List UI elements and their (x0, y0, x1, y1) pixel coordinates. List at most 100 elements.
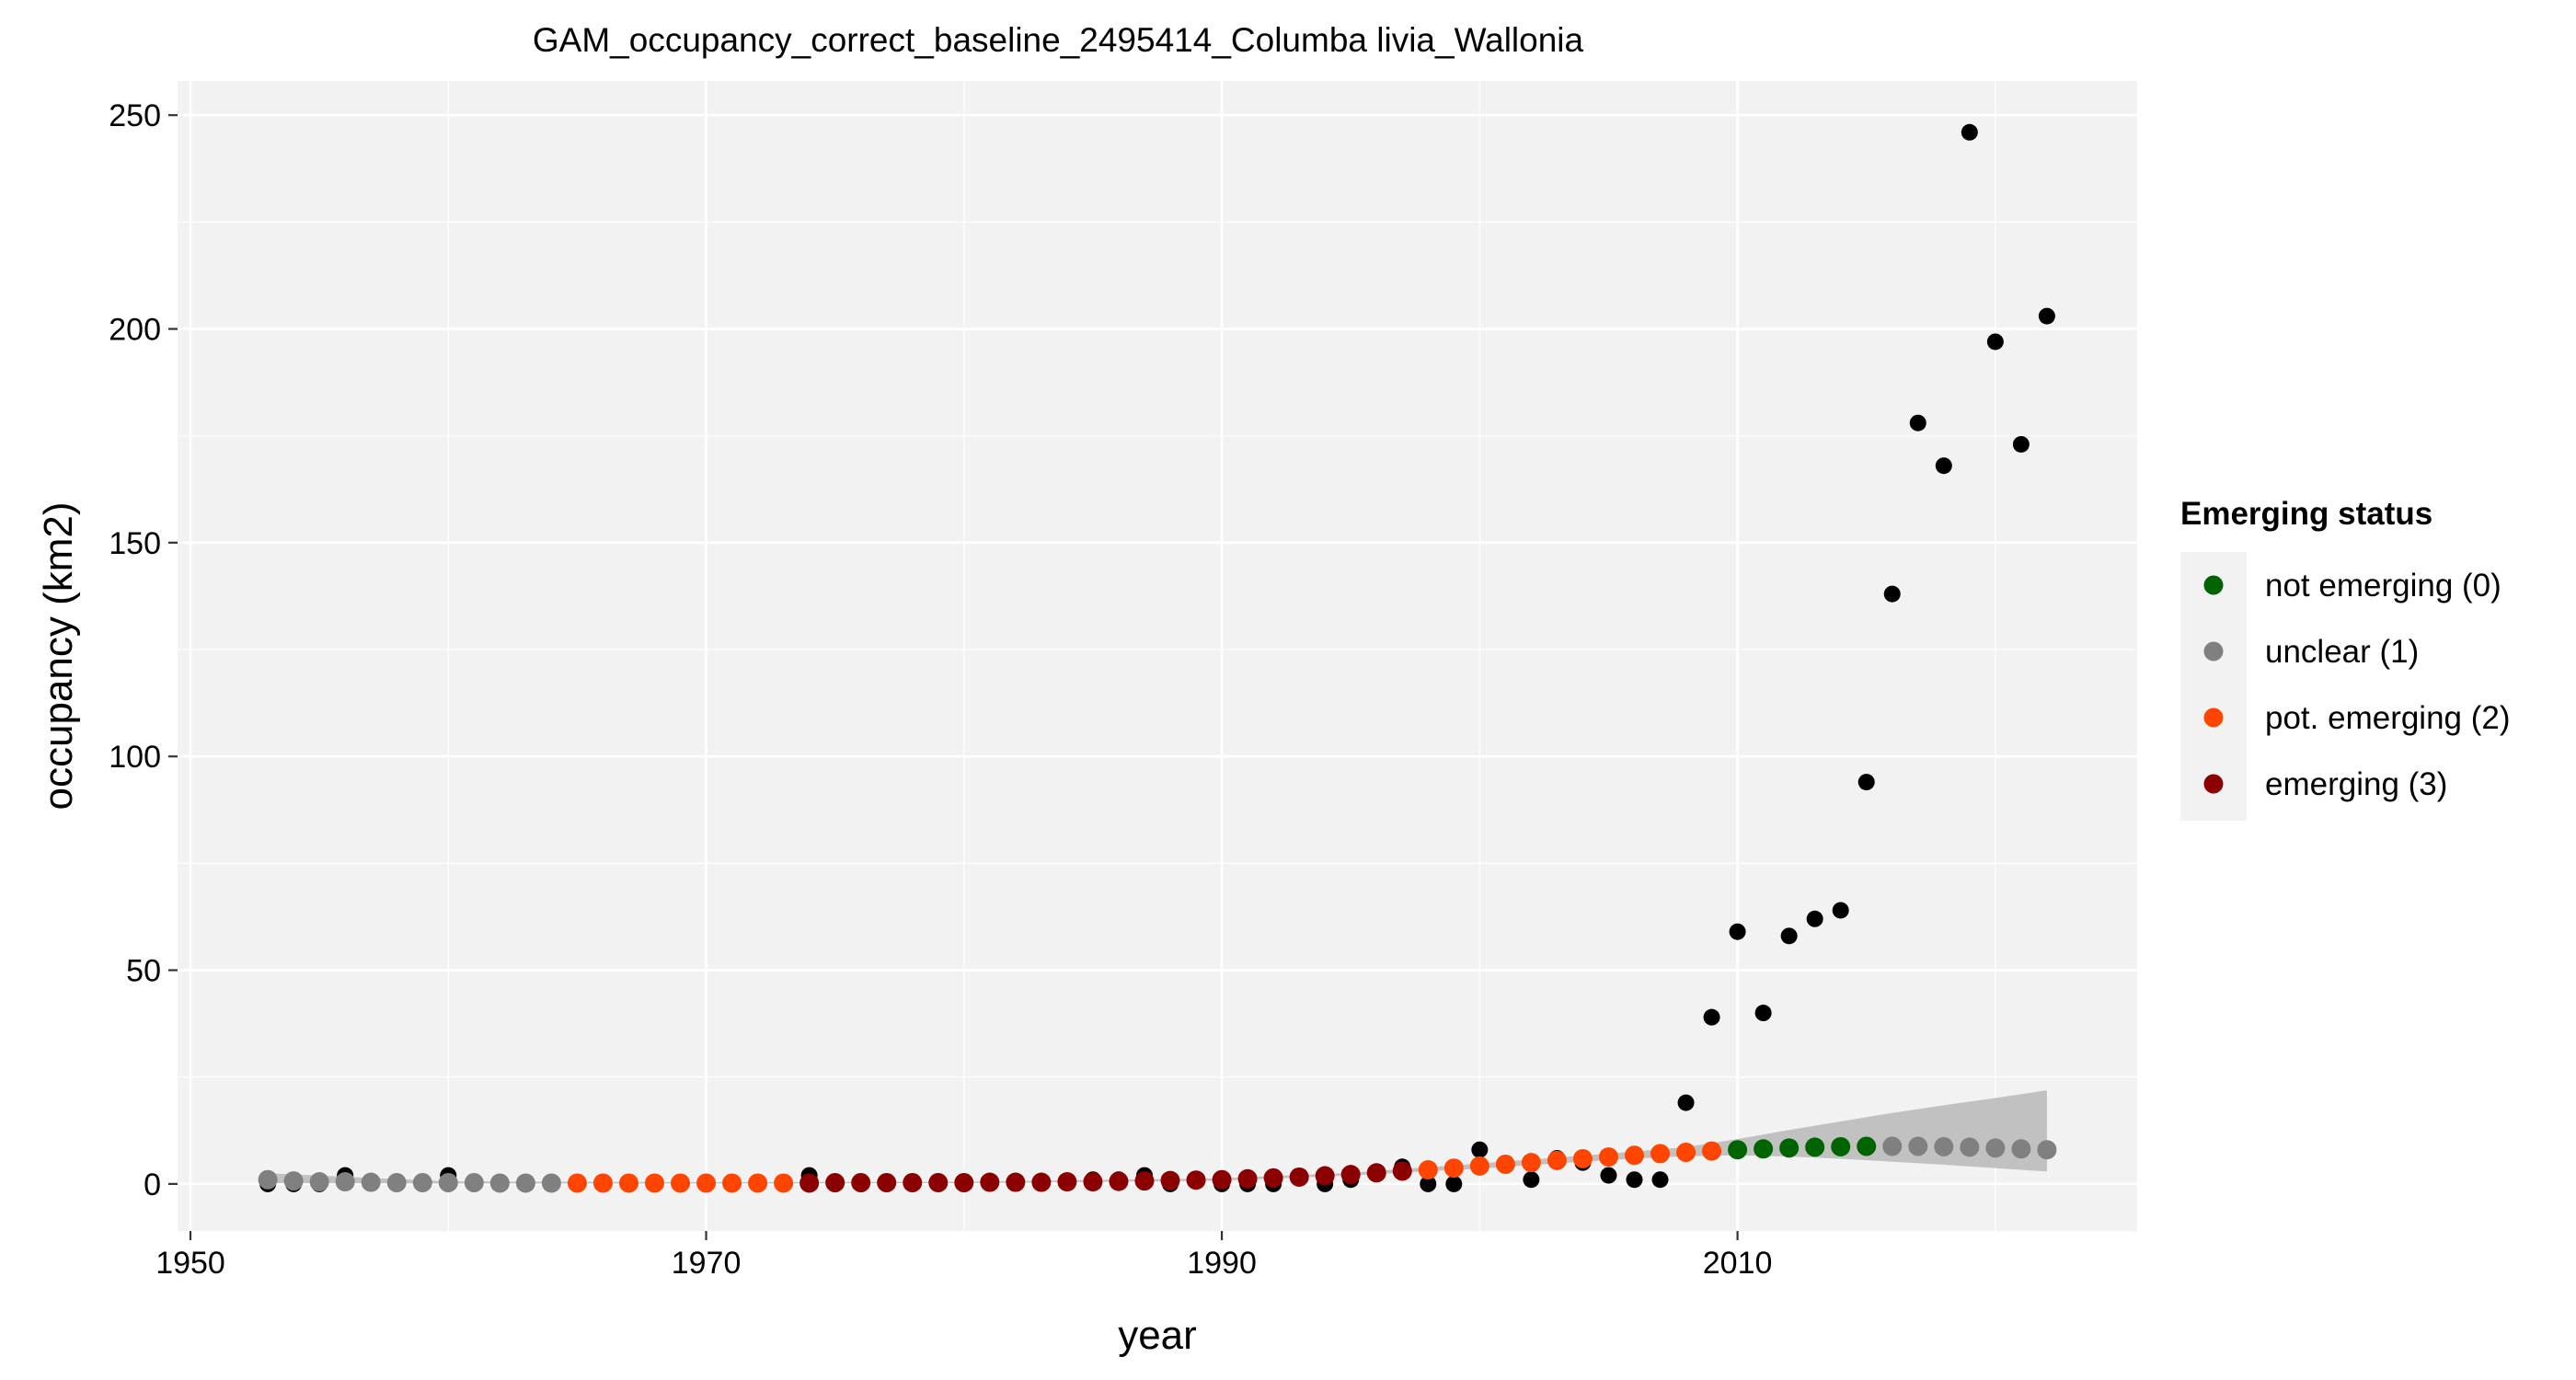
legend-label: emerging (3) (2265, 766, 2447, 802)
fitted-point (1624, 1145, 1644, 1166)
observed-point (1651, 1171, 1669, 1189)
x-tick-label: 2010 (1703, 1246, 1773, 1281)
fitted-point (980, 1172, 1000, 1192)
observed-point (1780, 927, 1798, 945)
observed-point (1832, 902, 1849, 919)
fitted-point (438, 1172, 458, 1192)
observed-point (1986, 333, 2004, 351)
fitted-point (1857, 1136, 1877, 1156)
observed-point (1420, 1175, 1437, 1192)
fitted-point (1805, 1137, 1825, 1157)
fitted-point (799, 1173, 820, 1193)
observed-point (1626, 1171, 1643, 1189)
fitted-point (1572, 1148, 1593, 1168)
x-tick-label: 1970 (672, 1246, 742, 1281)
fitted-point (1469, 1156, 1489, 1176)
fitted-point (2011, 1139, 2031, 1159)
fitted-point (1985, 1138, 2006, 1158)
fitted-point (928, 1172, 949, 1192)
fitted-point (1366, 1163, 1386, 1183)
y-tick-label: 250 (109, 98, 161, 133)
y-axis: 0 50 100 150 200 250 (109, 98, 178, 1202)
legend-key (2203, 641, 2224, 661)
legend-label: pot. emerging (2) (2265, 700, 2511, 736)
fitted-point (1882, 1136, 1903, 1156)
fitted-point (1057, 1172, 1077, 1192)
fitted-point (825, 1172, 845, 1192)
fitted-point (361, 1172, 381, 1192)
legend-items: not emerging (0) unclear (1) pot. emerging… (2203, 568, 2511, 802)
fitted-point (1960, 1137, 1980, 1157)
fitted-point (515, 1173, 535, 1193)
x-axis-title: year (1118, 1313, 1197, 1358)
fitted-point (1547, 1150, 1567, 1170)
fitted-point (335, 1172, 355, 1192)
x-tick-label: 1950 (155, 1246, 225, 1281)
fitted-point (1676, 1142, 1696, 1162)
y-tick-label: 50 (126, 954, 161, 989)
fitted-point (1212, 1169, 1232, 1190)
grid-minor (178, 81, 2137, 1231)
fitted-point (1006, 1172, 1026, 1192)
fitted-point (722, 1173, 742, 1193)
fitted-point (774, 1173, 794, 1193)
fitted-point (592, 1173, 613, 1193)
fitted-point (903, 1172, 923, 1192)
fitted-point (1315, 1166, 1335, 1186)
fitted-point (1263, 1167, 1283, 1188)
legend-key (2203, 774, 2224, 794)
y-axis-title: occupancy (km2) (36, 501, 81, 810)
fitted-point (1031, 1172, 1052, 1192)
fitted-point (1521, 1153, 1541, 1173)
x-axis: 1950 1970 1990 2010 (155, 1231, 1772, 1281)
fitted-point (1934, 1136, 1954, 1156)
x-tick-label: 1990 (1187, 1246, 1257, 1281)
fitted-point (309, 1172, 329, 1192)
fitted-point (567, 1173, 587, 1193)
observed-point (1729, 923, 1746, 940)
observed-point (1523, 1171, 1540, 1189)
fitted-point (954, 1172, 974, 1192)
observed-point (2012, 435, 2030, 453)
observed-point (1600, 1167, 1617, 1184)
y-tick-label: 100 (109, 740, 161, 775)
fitted-point (1237, 1168, 1258, 1189)
fitted-point (1340, 1165, 1361, 1185)
legend-title: Emerging status (2180, 496, 2432, 532)
fitted-point (1754, 1139, 1774, 1159)
observed-point (1883, 585, 1901, 603)
legend-label: not emerging (0) (2265, 568, 2501, 604)
fitted-point (748, 1173, 768, 1193)
fitted-point (1702, 1141, 1722, 1161)
fitted-point (1443, 1158, 1464, 1179)
fitted-point (1598, 1147, 1618, 1167)
plot-panel (178, 81, 2137, 1231)
fitted-point (489, 1173, 510, 1193)
fitted-point (1908, 1136, 1928, 1156)
y-tick-label: 200 (109, 313, 161, 348)
legend-key (2203, 707, 2224, 728)
fitted-point (644, 1173, 664, 1193)
fitted-point (1779, 1138, 1800, 1158)
observed-point (1754, 1005, 1772, 1022)
observed-point (1471, 1141, 1489, 1158)
observed-point (1445, 1175, 1463, 1192)
y-tick-label: 0 (144, 1167, 161, 1202)
fitted-point (671, 1173, 691, 1193)
fitted-point (1392, 1161, 1412, 1181)
observed-point (1909, 414, 1926, 431)
fitted-point (1418, 1160, 1438, 1180)
fitted-point (851, 1172, 871, 1192)
fitted-point (877, 1172, 897, 1192)
observed-point (1857, 774, 1875, 791)
fitted-point (1186, 1170, 1206, 1190)
fitted-points-layer (258, 1136, 2057, 1193)
observed-point (1806, 910, 1823, 927)
grid-major (178, 81, 2137, 1231)
fitted-point (1160, 1170, 1180, 1190)
fitted-point (1728, 1140, 1748, 1160)
fitted-point (1831, 1136, 1851, 1156)
fitted-point (1134, 1171, 1155, 1191)
fitted-point (1289, 1167, 1309, 1187)
observed-point (2038, 307, 2055, 325)
